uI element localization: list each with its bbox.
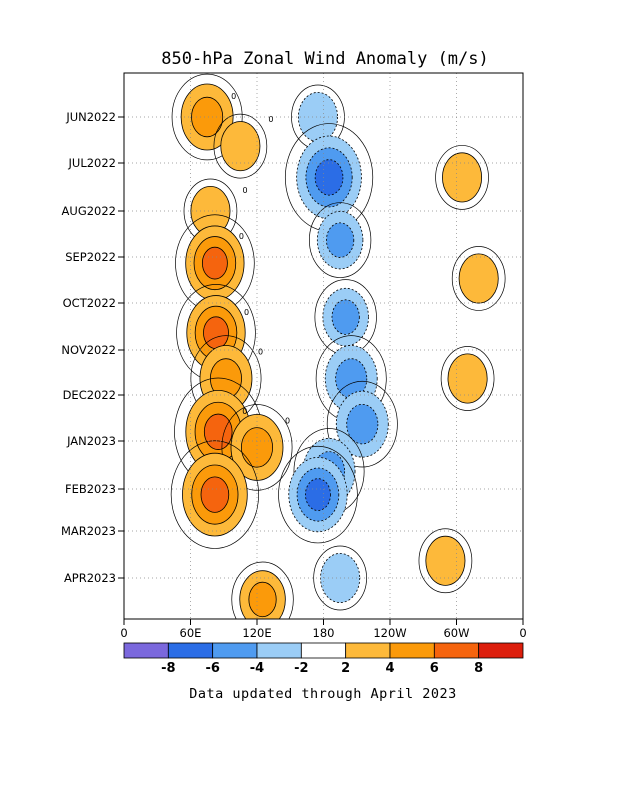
contour-value-label: 0: [268, 115, 273, 124]
contour-level: [200, 476, 230, 513]
zero-contour: [313, 545, 367, 611]
colorbar-tick-label: -6: [205, 661, 219, 676]
colorbar-swatch: [433, 642, 480, 659]
x-axis: 0 60E 120E 180 120W 60W 0: [120, 619, 527, 640]
anomaly-feature: [171, 73, 243, 161]
colorbar-tick-label: 6: [430, 661, 439, 676]
contour-value-label: 0: [242, 186, 247, 195]
anomaly-feature: [170, 440, 259, 549]
contour-level: [220, 121, 261, 172]
colorbar-swatch: [300, 642, 347, 659]
zero-contour: [278, 445, 358, 544]
contour-labels: 0 0 0 0 0 0 0 0: [231, 92, 290, 425]
y-tick-label: SEP2022: [65, 250, 116, 264]
zero-contour: [213, 113, 268, 179]
zero-contour: [418, 528, 473, 594]
colorbar-tick-label: -8: [161, 661, 175, 676]
contour-level: [314, 159, 344, 196]
colorbar-swatch: [345, 642, 391, 659]
chart-title: 850-hPa Zonal Wind Anomaly (m/s): [161, 49, 489, 69]
contour-value-label: 0: [258, 348, 263, 357]
x-tick-label: 180: [313, 626, 335, 640]
colorbar-tick-label: -2: [294, 661, 308, 676]
x-tick-label: 60E: [180, 626, 202, 640]
colorbar-swatch: [167, 642, 214, 659]
anomaly-feature: [213, 113, 268, 179]
anomaly-feature: [175, 214, 255, 312]
y-tick-label: JAN2023: [66, 434, 116, 448]
y-tick-label: FEB2023: [65, 482, 116, 496]
colorbar-swatch: [212, 642, 258, 659]
anomaly-feature: [326, 380, 398, 468]
anomaly-feature: [435, 145, 489, 210]
zero-contour: [326, 380, 398, 468]
y-tick-label: AUG2022: [62, 204, 116, 218]
contour-value-label: 0: [231, 92, 236, 101]
grid-lines: [124, 73, 523, 619]
zero-contour: [451, 246, 506, 311]
colorbar-tick-label: 8: [474, 661, 483, 676]
zero-contour: [440, 346, 495, 411]
x-tick-label: 0: [120, 626, 127, 640]
contour-level: [248, 581, 277, 618]
y-tick-label: APR2023: [64, 571, 116, 585]
y-tick-label: MAR2023: [61, 524, 116, 538]
x-tick-label: 120E: [242, 626, 271, 640]
anomaly-feature: [308, 202, 372, 278]
colorbar-tick-label: -4: [250, 661, 264, 676]
zero-contour: [308, 202, 372, 278]
x-tick-label: 60W: [443, 626, 469, 640]
contour-level: [458, 253, 499, 304]
anomaly-feature: [451, 246, 506, 311]
y-tick-label: JUL2022: [68, 156, 116, 170]
colorbar-swatch: [389, 642, 435, 659]
contour-level: [203, 413, 233, 450]
anomaly-feature: [440, 346, 495, 411]
contour-value-label: 0: [239, 232, 244, 241]
contour-level: [335, 358, 368, 399]
x-tick-label: 120W: [373, 626, 406, 640]
contour-level: [201, 246, 228, 280]
colorbar-swatch: [478, 642, 524, 659]
colorbar-tick-label: 2: [341, 661, 350, 676]
anomaly-feature: [418, 528, 473, 594]
x-tick-label: 0: [519, 626, 526, 640]
zero-contour: [170, 440, 259, 549]
contour-value-label: 0: [242, 407, 247, 416]
y-tick-label: JUN2022: [65, 110, 116, 124]
y-tick-label: NOV2022: [61, 343, 116, 357]
colorbar: -8 -6 -4 -2 2 4 6 8: [123, 642, 524, 676]
contour-level: [442, 152, 483, 203]
contour-level: [447, 353, 488, 404]
zero-contour: [435, 145, 489, 210]
zero-contour: [231, 561, 294, 619]
contour-level: [331, 299, 360, 335]
contour-level: [326, 222, 355, 258]
anomaly-feature: [284, 123, 374, 232]
plot-area: 0 0 0 0 0 0 0 0: [123, 72, 524, 620]
zero-contour: [221, 404, 293, 491]
footer-note: Data updated through April 2023: [189, 686, 456, 702]
colorbar-swatch: [123, 642, 169, 659]
y-tick-label: OCT2022: [63, 296, 116, 310]
contour-value-label: 0: [285, 416, 290, 425]
anomaly-field: [170, 73, 506, 619]
colorbar-tick-label: 4: [385, 661, 394, 676]
contour-level: [297, 92, 338, 143]
contour-level: [305, 478, 331, 511]
contour-level: [203, 316, 229, 350]
anomaly-feature: [291, 84, 345, 150]
anomaly-feature: [314, 279, 377, 355]
colorbar-swatch: [256, 642, 302, 659]
contour-level: [191, 96, 224, 138]
anomaly-feature: [231, 561, 294, 619]
anomaly-feature: [278, 445, 358, 544]
y-axis: JUN2022 JUL2022 AUG2022 SEP2022 OCT2022 NOV20…: [61, 110, 124, 585]
contour-value-label: 0: [244, 308, 249, 317]
contour-level: [346, 403, 379, 445]
contour-level: [240, 427, 273, 468]
y-tick-label: DEC2022: [63, 388, 116, 402]
contour-level: [425, 535, 466, 586]
